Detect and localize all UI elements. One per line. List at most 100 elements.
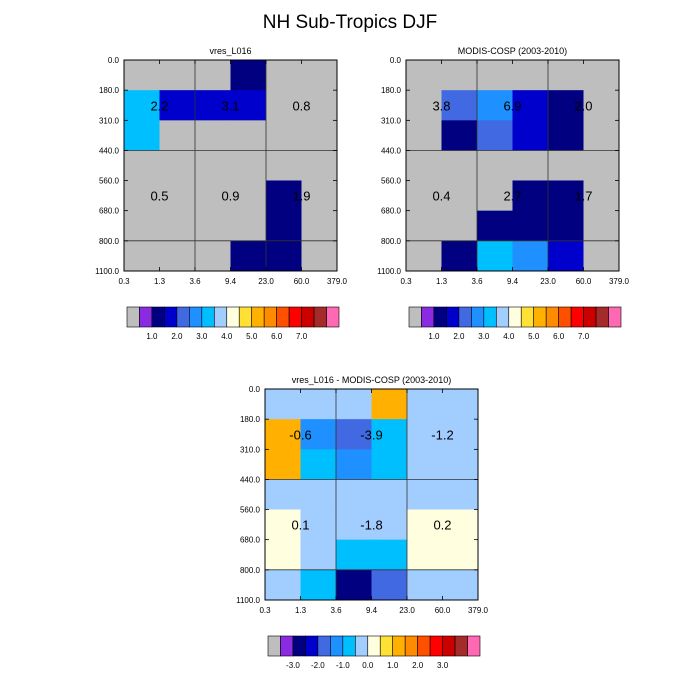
group-total-label: 0.4 — [432, 189, 450, 204]
colorbar-label: -2.0 — [311, 661, 325, 670]
colorbar-label: 5.0 — [246, 332, 258, 341]
x-tick-label: 23.0 — [399, 606, 415, 615]
x-tick-label: 3.6 — [189, 277, 201, 286]
heatmap-cell — [195, 90, 231, 121]
colorbar: -3.0 -2.0 -1.0 0.0 1.0 2.0 3.0 — [267, 635, 481, 670]
heatmap-cell — [407, 509, 443, 541]
figure-title: NH Sub-Tropics DJF — [263, 12, 438, 33]
heatmap-cell — [265, 569, 301, 601]
heatmap-cell — [265, 449, 301, 480]
heatmap-cell — [159, 210, 196, 242]
group-total-label: 0.9 — [221, 189, 239, 204]
x-tick-label: 379.0 — [468, 606, 489, 615]
panel-title: vres_L016 — [209, 46, 251, 56]
heatmap-cell — [477, 180, 513, 212]
colorbar-swatch — [176, 306, 190, 328]
heatmap-cell — [195, 150, 231, 181]
colorbar-swatch — [454, 635, 468, 657]
colorbar-swatch — [126, 306, 140, 328]
colorbar-swatch — [404, 635, 418, 657]
group-total-label: 0.2 — [433, 518, 451, 533]
x-tick-label: 9.4 — [366, 606, 378, 615]
heatmap-cell — [301, 240, 338, 272]
y-tick-label: 1100.0 — [377, 267, 401, 276]
colorbar-label: 7.0 — [296, 332, 308, 341]
heatmap-cell — [583, 90, 620, 121]
heatmap-cell — [265, 419, 301, 450]
y-tick-label: 1100.0 — [236, 596, 260, 605]
heatmap-cell — [266, 240, 302, 272]
x-tick-label: 0.3 — [400, 277, 412, 286]
group-total-label: 2.2 — [150, 98, 168, 113]
y-tick-label: 1100.0 — [95, 267, 119, 276]
heatmap-cell — [266, 120, 302, 151]
heatmap-cell — [300, 479, 337, 510]
heatmap-cell — [442, 389, 479, 420]
colorbar-swatch — [189, 306, 203, 328]
heatmap-cell — [195, 120, 231, 151]
y-tick-label: 680.0 — [381, 207, 402, 216]
heatmap-cell — [442, 419, 479, 450]
colorbar-label: 3.0 — [478, 332, 490, 341]
x-tick-label: 379.0 — [609, 277, 630, 286]
y-tick-label: 440.0 — [381, 147, 402, 156]
y-tick-label: 0.0 — [108, 56, 120, 65]
heatmap-cell — [195, 210, 231, 242]
heatmap-cell — [230, 210, 267, 242]
panel-2: MODIS-COSP (2003-2010) 0.3 1.3 3.6 9.4 23.0 60… — [377, 0, 629, 341]
heatmap-cell — [301, 60, 338, 91]
colorbar-swatch — [330, 635, 344, 657]
heatmap-cell — [371, 389, 408, 420]
heatmap-cell — [301, 120, 338, 151]
panel-1: vres_L016 0.3 1.3 3.6 9.4 23.0 60.0 379.0 0.0 180… — [95, 0, 347, 341]
y-tick-label: 560.0 — [240, 505, 261, 514]
heatmap-cell — [371, 479, 408, 510]
heatmap-cell — [266, 60, 302, 91]
heatmap-cell — [159, 120, 196, 151]
group-total-label: -4.7 — [360, 0, 382, 3]
heatmap-cell — [407, 419, 443, 450]
heatmap-cell — [512, 150, 549, 181]
colorbar-swatch — [392, 635, 406, 657]
group-total-label: 1.9 — [292, 189, 310, 204]
heatmap-cell — [300, 389, 337, 420]
colorbar-swatch — [417, 635, 431, 657]
colorbar-swatch — [608, 306, 622, 328]
heatmap-cell — [442, 539, 479, 571]
heatmap-cell — [583, 60, 620, 91]
colorbar-swatch — [367, 635, 381, 657]
group-total-label: 6.9 — [503, 98, 521, 113]
y-tick-label: 800.0 — [99, 237, 120, 246]
colorbar-swatch — [570, 306, 584, 328]
y-tick-label: 440.0 — [99, 147, 120, 156]
colorbar-swatch — [354, 635, 369, 657]
colorbar-swatch — [226, 306, 240, 328]
heatmap-cell — [583, 120, 620, 151]
group-total-label: -1.8 — [360, 518, 382, 533]
heatmap-cell — [124, 90, 160, 121]
y-tick-label: 560.0 — [381, 176, 402, 185]
heatmap-cell — [441, 60, 478, 91]
heatmap-cell — [441, 150, 478, 181]
heatmap-cell — [442, 449, 479, 480]
group-total-label: 3.1 — [221, 98, 239, 113]
colorbar-swatch — [421, 306, 435, 328]
heatmap-cell — [195, 180, 231, 212]
heatmap-cell — [336, 539, 372, 571]
y-tick-label: 800.0 — [240, 566, 261, 575]
panel-title: vres_L016 - MODIS-COSP (2003-2010) — [292, 375, 451, 385]
colorbar-label: 7.0 — [578, 332, 590, 341]
heatmap-cell — [124, 240, 160, 272]
heatmap-cell — [195, 60, 231, 91]
y-tick-label: 440.0 — [240, 476, 261, 485]
colorbar-swatch — [280, 635, 294, 657]
heatmap-cell — [336, 449, 372, 480]
colorbar-swatch — [408, 306, 422, 328]
heatmap-cell — [441, 90, 478, 121]
colorbar-swatch — [238, 306, 253, 328]
heatmap-cell — [230, 120, 267, 151]
heatmap-cell — [266, 150, 302, 181]
colorbar-swatch — [326, 306, 340, 328]
heatmap-cell — [371, 539, 408, 571]
heatmap-cell — [583, 240, 620, 272]
